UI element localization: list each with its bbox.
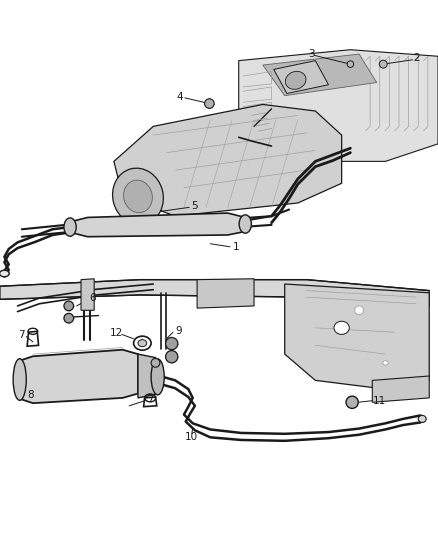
- Text: 6: 6: [89, 293, 96, 303]
- Text: 11: 11: [373, 395, 386, 406]
- Polygon shape: [20, 350, 138, 403]
- Text: 4: 4: [176, 92, 183, 102]
- Text: 8: 8: [27, 390, 34, 400]
- Ellipse shape: [346, 396, 358, 408]
- Ellipse shape: [355, 306, 364, 314]
- Text: 12: 12: [110, 328, 123, 338]
- Ellipse shape: [64, 301, 74, 311]
- Text: 5: 5: [191, 201, 198, 212]
- Polygon shape: [239, 50, 438, 161]
- Polygon shape: [263, 54, 377, 96]
- Ellipse shape: [151, 359, 164, 395]
- Polygon shape: [138, 354, 160, 398]
- Ellipse shape: [418, 415, 426, 423]
- Ellipse shape: [151, 359, 160, 367]
- Ellipse shape: [166, 337, 178, 350]
- Text: 1: 1: [233, 242, 240, 252]
- Ellipse shape: [138, 340, 147, 346]
- Ellipse shape: [334, 321, 350, 334]
- Polygon shape: [197, 279, 254, 308]
- Ellipse shape: [239, 215, 251, 233]
- Text: 7: 7: [147, 394, 154, 404]
- Ellipse shape: [124, 180, 152, 213]
- Text: 9: 9: [175, 326, 182, 336]
- Polygon shape: [372, 376, 429, 402]
- Polygon shape: [114, 104, 342, 216]
- Ellipse shape: [0, 270, 9, 277]
- Text: 3: 3: [307, 49, 314, 59]
- Ellipse shape: [383, 361, 388, 365]
- Ellipse shape: [205, 99, 214, 108]
- Ellipse shape: [347, 61, 354, 68]
- Ellipse shape: [64, 313, 74, 323]
- Text: 2: 2: [413, 53, 420, 63]
- Ellipse shape: [166, 351, 178, 363]
- Ellipse shape: [13, 359, 26, 400]
- Polygon shape: [0, 280, 429, 308]
- Text: 10: 10: [185, 432, 198, 442]
- Ellipse shape: [113, 168, 163, 225]
- Polygon shape: [274, 61, 328, 93]
- Polygon shape: [285, 284, 429, 389]
- Ellipse shape: [379, 60, 387, 68]
- Polygon shape: [70, 213, 245, 237]
- Ellipse shape: [64, 218, 76, 236]
- Polygon shape: [81, 279, 94, 310]
- Text: 7: 7: [18, 330, 25, 340]
- Ellipse shape: [285, 71, 306, 90]
